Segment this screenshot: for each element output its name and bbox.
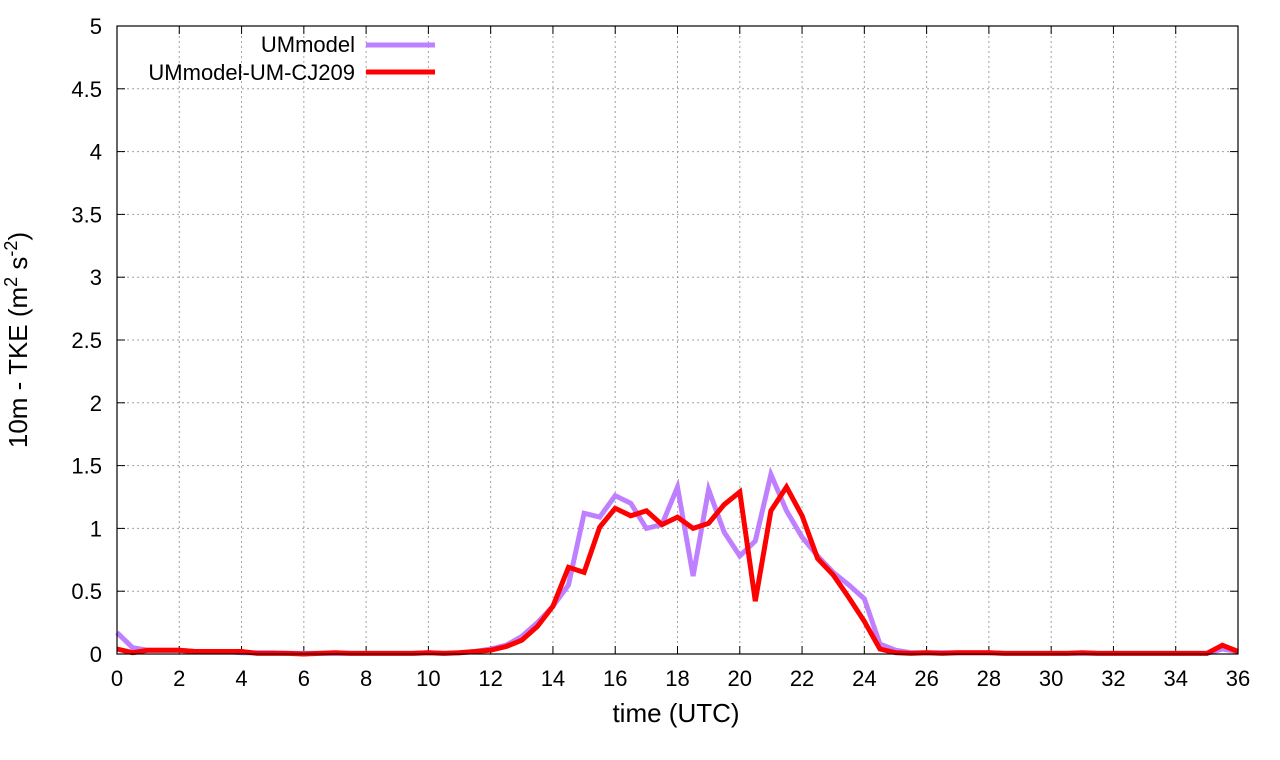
legend: UMmodel UMmodel-UM-CJ209 <box>148 32 435 85</box>
x-tick-label: 22 <box>790 666 814 691</box>
x-tick-label: 24 <box>852 666 876 691</box>
y-tick-label: 1.5 <box>71 454 102 479</box>
x-axis-ticks: 0 2 4 6 8 10 12 14 16 18 20 22 24 26 28 30 32 34 36 <box>111 26 1250 691</box>
x-tick-label: 8 <box>360 666 372 691</box>
y-tick-label: 5 <box>90 14 102 39</box>
legend-label-ummodel-um-cj209: UMmodel-UM-CJ209 <box>148 60 355 85</box>
y-tick-label: 0.5 <box>71 579 102 604</box>
x-tick-label: 0 <box>111 666 123 691</box>
x-tick-label: 14 <box>541 666 565 691</box>
y-tick-label: 3.5 <box>71 202 102 227</box>
x-tick-label: 32 <box>1101 666 1125 691</box>
x-tick-label: 18 <box>665 666 689 691</box>
x-tick-label: 30 <box>1039 666 1063 691</box>
x-tick-label: 36 <box>1226 666 1250 691</box>
x-tick-label: 34 <box>1163 666 1187 691</box>
plot-frame <box>116 25 1239 655</box>
grid <box>117 26 1238 654</box>
x-tick-label: 28 <box>977 666 1001 691</box>
x-tick-label: 2 <box>173 666 185 691</box>
legend-label-ummodel: UMmodel <box>261 32 355 57</box>
y-tick-label: 3 <box>90 265 102 290</box>
x-tick-label: 20 <box>728 666 752 691</box>
x-tick-label: 26 <box>914 666 938 691</box>
y-axis-title: 10m - TKE (m2 s-2) <box>1 232 33 448</box>
x-axis-title: time (UTC) <box>612 698 739 728</box>
y-tick-label: 1 <box>90 516 102 541</box>
x-tick-label: 10 <box>416 666 440 691</box>
y-tick-label: 4 <box>90 140 102 165</box>
y-tick-label: 0 <box>90 642 102 667</box>
x-tick-label: 16 <box>603 666 627 691</box>
x-tick-label: 12 <box>478 666 502 691</box>
y-tick-label: 4.5 <box>71 77 102 102</box>
x-tick-label: 6 <box>298 666 310 691</box>
y-tick-label: 2.5 <box>71 328 102 353</box>
x-tick-label: 4 <box>235 666 247 691</box>
y-tick-label: 2 <box>90 391 102 416</box>
